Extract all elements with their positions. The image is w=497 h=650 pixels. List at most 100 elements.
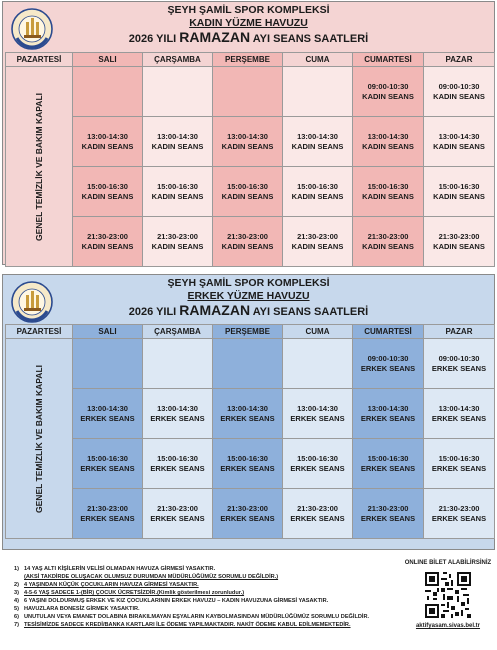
session-cell: 15:00-16:30 ERKEK SEANS (423, 438, 495, 489)
session-row: 15:00-16:30 KADIN SEANS 15:00-16:30 KADIN … (6, 166, 495, 217)
session-cell: 21:30-23:00 KADIN SEANS (282, 216, 353, 267)
session-row: GENEL TEMİZLİK VE BAKIM KAPALI 09:00-10:… (5, 338, 495, 539)
day-header: CUMA (282, 52, 353, 67)
closed-notice: GENEL TEMİZLİK VE BAKIM KAPALI (34, 364, 44, 513)
session-cell: 15:00-16:30 ERKEK SEANS (352, 438, 424, 489)
session-cell: 21:30-23:00 KADIN SEANS (72, 216, 143, 267)
pool-title: KADIN YÜZME HAVUZU (189, 17, 308, 29)
session-cell: 15:00-16:30 KADIN SEANS (72, 166, 143, 217)
rule-item: 4) 6 YAŞINI DOLDURMUŞ ERKEK VE KIZ ÇOCUKL… (14, 598, 329, 604)
day-header: PAZARTESİ (5, 324, 73, 339)
rule-item: 3) 4-5-6 YAŞ SADECE 1-(BİR) ÇOCUK ÜCRETSİ… (14, 590, 245, 596)
session-cell: 21:30-23:00 KADIN SEANS (142, 216, 213, 267)
session-cell (72, 338, 143, 389)
online-ticket-title: ONLINE BİLET ALABİLİRSİNİZ (404, 560, 492, 566)
session-cell: 21:30-23:00 ERKEK SEANS (142, 488, 213, 539)
session-cell: 13:00-14:30 ERKEK SEANS (142, 388, 213, 439)
day-header: PAZAR (423, 324, 495, 339)
session-cell: 09:00-10:30 ERKEK SEANS (352, 338, 424, 389)
day-header: CUMARTESİ (352, 324, 424, 339)
women-header: ŞEYH ŞAMİL SPOR KOMPLEKSİ KADIN YÜZME HA… (3, 4, 494, 47)
season-title: 2026 YILI RAMAZAN AYI SEANS SAATLERİ (128, 302, 369, 319)
session-cell: 09:00-10:30 KADIN SEANS (352, 66, 424, 117)
closed-notice: GENEL TEMİZLİK VE BAKIM KAPALI (34, 92, 44, 241)
session-cell: 09:00-10:30 ERKEK SEANS (423, 338, 495, 389)
session-row: 21:30-23:00 KADIN SEANS 21:30-23:00 KADIN … (6, 216, 495, 267)
session-cell: 15:00-16:30 ERKEK SEANS (142, 438, 213, 489)
session-cell: 15:00-16:30 ERKEK SEANS (282, 438, 353, 489)
rule-item: 7) TESİSİMİZDE SADECE KREDİ/BANKA KARTLAR… (14, 622, 351, 628)
rule-item: 2) 4 YAŞINDAN KÜÇÜK ÇOCUKLARIN HAVUZA GİR… (14, 582, 199, 588)
day-header: PERŞEMBE (212, 52, 283, 67)
sivas-municipality-logo-icon (11, 8, 53, 50)
women-schedule-table: PAZARTESİ SALI ÇARŞAMBA PERŞEMBE CUMA CU… (5, 52, 495, 267)
day-header: ÇARŞAMBA (142, 52, 213, 67)
day-header: SALI (72, 324, 143, 339)
rule-item: 1) 14 YAŞ ALTI KİŞİLERİN VELİSİ OLMADAN H… (14, 566, 216, 572)
women-pool-section: ŞEYH ŞAMİL SPOR KOMPLEKSİ KADIN YÜZME HA… (2, 1, 495, 267)
session-row: 21:30-23:00 ERKEK SEANS 21:30-23:00 ERKEK … (6, 488, 495, 539)
session-row: 15:00-16:30 ERKEK SEANS 15:00-16:30 ERKEK … (6, 438, 495, 489)
session-cell (282, 338, 353, 389)
session-cell: 13:00-14:30 ERKEK SEANS (423, 388, 495, 439)
complex-title: ŞEYH ŞAMİL SPOR KOMPLEKSİ (167, 4, 330, 16)
day-header: ÇARŞAMBA (142, 324, 213, 339)
session-cell: 21:30-23:00 KADIN SEANS (212, 216, 283, 267)
session-cell (212, 66, 283, 117)
session-cell (142, 66, 213, 117)
session-cell: 21:30-23:00 ERKEK SEANS (72, 488, 143, 539)
session-cell (212, 338, 283, 389)
session-cell: 13:00-14:30 ERKEK SEANS (212, 388, 283, 439)
session-cell: 21:30-23:00 ERKEK SEANS (423, 488, 495, 539)
rule-item: 5) HAVUZLARA BONESİZ GİRMEK YASAKTIR. (14, 606, 140, 612)
men-schedule-table: PAZARTESİ SALI ÇARŞAMBA PERŞEMBE CUMA CU… (5, 324, 495, 539)
session-cell: 15:00-16:30 KADIN SEANS (142, 166, 213, 217)
online-ticket-box: ONLINE BİLET ALABİLİRSİNİZ aktifyasam.si… (402, 560, 494, 629)
complex-title: ŞEYH ŞAMİL SPOR KOMPLEKSİ (167, 277, 330, 289)
session-cell: 09:00-10:30 KADIN SEANS (423, 66, 495, 117)
day-header-row: PAZARTESİ SALI ÇARŞAMBA PERŞEMBE CUMA CU… (5, 324, 495, 339)
session-cell: 13:00-14:30 ERKEK SEANS (352, 388, 424, 439)
session-cell: 15:00-16:30 KADIN SEANS (352, 166, 424, 217)
day-header: SALI (72, 52, 143, 67)
session-cell: 21:30-23:00 ERKEK SEANS (212, 488, 283, 539)
season-title: 2026 YILI RAMAZAN AYI SEANS SAATLERİ (128, 29, 369, 46)
day-header: CUMARTESİ (352, 52, 424, 67)
session-row: 13:00-14:30 KADIN SEANS 13:00-14:30 KADIN … (6, 116, 495, 167)
session-cell (142, 338, 213, 389)
session-row: 13:00-14:30 ERKEK SEANS 13:00-14:30 ERKEK … (6, 388, 495, 439)
ticket-website-link[interactable]: aktifyasam.sivas.bel.tr (415, 623, 481, 629)
session-cell (72, 66, 143, 117)
men-header: ŞEYH ŞAMİL SPOR KOMPLEKSİ ERKEK YÜZME HA… (3, 277, 494, 320)
session-cell: 15:00-16:30 KADIN SEANS (423, 166, 495, 217)
session-row: GENEL TEMİZLİK VE BAKIM KAPALI 09:00-10:… (5, 66, 495, 267)
closed-day-cell: GENEL TEMİZLİK VE BAKIM KAPALI (5, 338, 73, 539)
session-cell: 15:00-16:30 KADIN SEANS (212, 166, 283, 217)
session-cell: 13:00-14:30 KADIN SEANS (72, 116, 143, 167)
session-cell: 13:00-14:30 KADIN SEANS (423, 116, 495, 167)
session-cell: 21:30-23:00 KADIN SEANS (423, 216, 495, 267)
closed-day-cell: GENEL TEMİZLİK VE BAKIM KAPALI (5, 66, 73, 267)
session-cell: 15:00-16:30 KADIN SEANS (282, 166, 353, 217)
session-cell: 21:30-23:00 ERKEK SEANS (282, 488, 353, 539)
session-cell: 13:00-14:30 KADIN SEANS (142, 116, 213, 167)
rule-item: (AKSİ TAKDİRDE OLUŞACAK OLUMSUZ DURUMDAN… (24, 574, 279, 580)
session-cell: 13:00-14:30 KADIN SEANS (212, 116, 283, 167)
pool-title: ERKEK YÜZME HAVUZU (187, 290, 310, 302)
session-cell: 21:30-23:00 ERKEK SEANS (352, 488, 424, 539)
day-header: PERŞEMBE (212, 324, 283, 339)
day-header-row: PAZARTESİ SALI ÇARŞAMBA PERŞEMBE CUMA CU… (5, 52, 495, 67)
session-cell (282, 66, 353, 117)
session-cell: 15:00-16:30 ERKEK SEANS (212, 438, 283, 489)
session-cell: 15:00-16:30 ERKEK SEANS (72, 438, 143, 489)
session-cell: 13:00-14:30 KADIN SEANS (282, 116, 353, 167)
day-header: PAZAR (423, 52, 495, 67)
day-header: CUMA (282, 324, 353, 339)
session-cell: 13:00-14:30 ERKEK SEANS (282, 388, 353, 439)
qr-code-icon[interactable] (423, 570, 473, 620)
session-cell: 21:30-23:00 KADIN SEANS (352, 216, 424, 267)
session-cell: 13:00-14:30 ERKEK SEANS (72, 388, 143, 439)
session-cell: 13:00-14:30 KADIN SEANS (352, 116, 424, 167)
rule-item: 6) UNUTULAN VEYA EMANET DOLABINA BIRAKILM… (14, 614, 370, 620)
